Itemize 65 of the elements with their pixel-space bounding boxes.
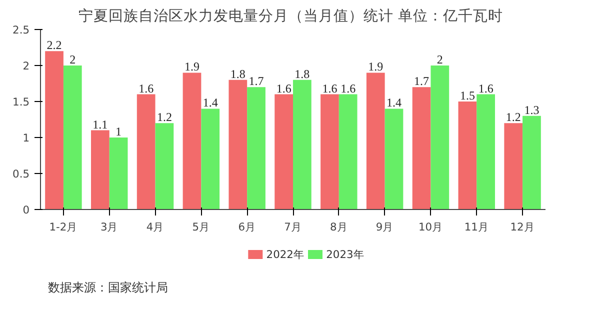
data-label: 2.2 (46, 38, 62, 52)
data-label: 1.6 (276, 81, 292, 96)
bar (91, 130, 110, 210)
bar (338, 94, 358, 210)
bar (430, 66, 450, 210)
x-tick-label: 4月 (146, 220, 164, 234)
bar (201, 108, 220, 210)
x-tick-label: 9月 (376, 220, 394, 234)
y-tick-label: 1.5 (12, 96, 30, 108)
bar (228, 80, 248, 210)
data-label: 1.2 (156, 110, 172, 124)
data-label: 1.4 (386, 96, 402, 110)
data-label: 1.1 (92, 117, 108, 132)
bar (320, 94, 339, 210)
bar (45, 51, 64, 210)
data-label: 1 (116, 124, 122, 138)
bar (63, 66, 82, 210)
bar (384, 108, 404, 210)
legend-label: 2023年 (326, 248, 364, 261)
chart-title: 宁夏回族自治区水力发电量分月（当月值）统计 单位：亿千瓦时 (78, 8, 504, 24)
data-label: 1.6 (138, 81, 154, 96)
bar (136, 94, 156, 210)
data-label: 1.9 (184, 60, 200, 74)
x-tick-label: 10月 (418, 220, 444, 234)
bar (504, 123, 523, 210)
y-tick-label: 0 (22, 204, 30, 216)
data-label: 1.2 (506, 110, 521, 124)
data-label: 1.4 (202, 96, 218, 110)
x-tick-label: 8月 (330, 220, 348, 234)
data-label: 1.6 (322, 81, 338, 96)
bar (274, 94, 293, 210)
data-label: 1.5 (460, 88, 475, 102)
x-tick-label: 11月 (464, 220, 489, 234)
x-tick-label: 3月 (100, 220, 118, 234)
bar (522, 116, 541, 210)
x-tick-label: 5月 (192, 220, 210, 234)
y-tick-label: 2.5 (12, 24, 30, 36)
data-label: 1.9 (368, 60, 384, 74)
data-label: 1.6 (478, 81, 494, 96)
data-label: 1.8 (294, 66, 310, 81)
x-tick-label: 7月 (284, 220, 302, 234)
bar (109, 138, 128, 210)
x-tick-label: 12月 (510, 220, 535, 234)
x-tick-label: 6月 (238, 220, 256, 234)
bar (366, 72, 385, 210)
data-label: 1.7 (248, 74, 264, 88)
data-label: 1.7 (414, 74, 430, 88)
bar (412, 87, 431, 210)
data-label: 2 (70, 52, 76, 66)
data-label: 1.3 (524, 102, 540, 117)
bar (155, 123, 174, 210)
y-tick-label: 0.5 (12, 168, 30, 180)
bar (293, 80, 312, 210)
y-tick-label: 2 (22, 60, 30, 72)
bar (458, 102, 477, 210)
data-label: 2 (436, 52, 443, 66)
bar (476, 94, 495, 210)
bar (182, 72, 202, 210)
data-label: 1.6 (340, 81, 356, 96)
y-tick-label: 1 (22, 132, 30, 144)
legend-label: 2022年 (266, 248, 304, 261)
bar (247, 87, 266, 210)
source-note: 数据来源：国家统计局 (48, 280, 168, 294)
x-tick-label: 1-2月 (49, 220, 78, 234)
data-label: 1.8 (230, 66, 246, 81)
